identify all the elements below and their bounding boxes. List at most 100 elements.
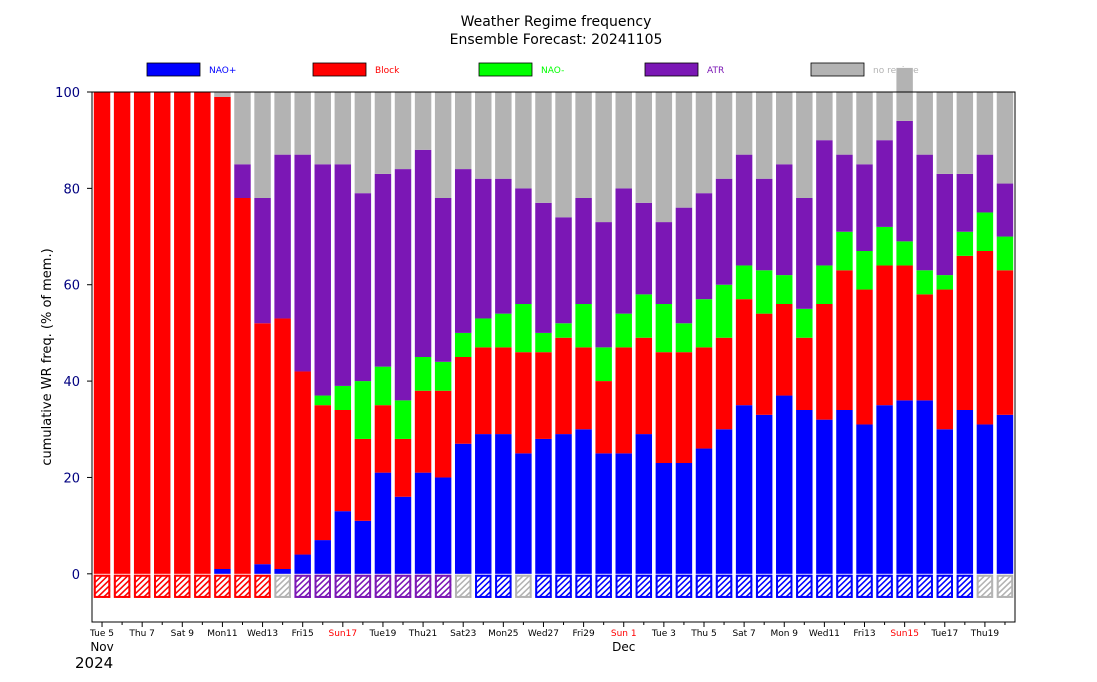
bar-nao-40 bbox=[896, 400, 913, 574]
legend-item-nao: NAO+ bbox=[146, 62, 236, 77]
bar-nao-28 bbox=[655, 463, 673, 574]
bar-nao-42 bbox=[936, 429, 953, 574]
x-tick-label-6: Mon11 bbox=[207, 629, 237, 639]
dominant-box-11 bbox=[314, 574, 331, 598]
bar-no-regime-20 bbox=[495, 92, 512, 179]
bar-block-0 bbox=[93, 92, 111, 574]
bar-block-19 bbox=[475, 347, 492, 435]
x-axis: Tue 5 Thu 7 Sat 9 Mon11 Wed13 Fri15 Sun17 Tue19… bbox=[75, 622, 1006, 672]
x-tick-label-8: Wed13 bbox=[247, 629, 278, 639]
dominant-box-25 bbox=[595, 574, 612, 598]
dominant-box-8 bbox=[254, 574, 271, 598]
bar-nao-18 bbox=[454, 332, 472, 357]
legend-item-no-regime: no regime bbox=[810, 62, 919, 77]
bar-atr-19 bbox=[475, 178, 492, 319]
bar-block-38 bbox=[856, 289, 873, 425]
dominant-box-26 bbox=[615, 574, 632, 598]
bar-nao-41 bbox=[916, 400, 933, 574]
legend-item-nao: NAO- bbox=[478, 62, 564, 77]
bar-atr-7 bbox=[234, 164, 251, 198]
bar-no-regime-39 bbox=[876, 92, 893, 141]
x-tick-label-44: Thu19 bbox=[970, 629, 1000, 639]
bar-nao-41 bbox=[916, 270, 933, 295]
bar-nao-17 bbox=[434, 361, 452, 391]
x-tick-label-18: Sat23 bbox=[450, 629, 476, 639]
bar-block-16 bbox=[414, 390, 432, 473]
dominant-box-22 bbox=[535, 574, 552, 598]
legend-label-nao: NAO- bbox=[541, 66, 564, 76]
bar-nao-23 bbox=[555, 323, 572, 338]
bar-no-regime-8 bbox=[254, 92, 271, 198]
dominant-box-2 bbox=[133, 574, 151, 598]
bar-block-7 bbox=[234, 198, 251, 574]
bar-atr-28 bbox=[655, 222, 673, 304]
legend-label-block: Block bbox=[375, 66, 400, 76]
bar-atr-35 bbox=[796, 198, 813, 309]
dominant-box-45 bbox=[996, 574, 1014, 598]
bar-nao-33 bbox=[755, 414, 773, 574]
dominant-box-33 bbox=[755, 574, 773, 598]
legend-label-no-regime: no regime bbox=[873, 66, 919, 76]
bar-no-regime-9 bbox=[274, 92, 291, 155]
bar-atr-39 bbox=[876, 140, 893, 227]
dominant-box-30 bbox=[695, 574, 713, 598]
dominant-box-36 bbox=[816, 574, 833, 598]
dominant-regime-row bbox=[93, 574, 1014, 598]
bar-nao-31 bbox=[715, 429, 733, 574]
legend-item-atr: ATR bbox=[644, 62, 724, 77]
bar-block-37 bbox=[836, 270, 853, 410]
dominant-box-7 bbox=[234, 574, 251, 598]
bar-no-regime-31 bbox=[715, 92, 733, 179]
bar-atr-26 bbox=[615, 188, 632, 314]
chart-title: Weather Regime frequency bbox=[461, 14, 652, 30]
bar-no-regime-29 bbox=[675, 92, 693, 208]
bar-nao-39 bbox=[876, 226, 893, 266]
bar-atr-15 bbox=[394, 169, 412, 401]
dominant-box-10 bbox=[294, 574, 311, 598]
bar-nao-31 bbox=[715, 284, 733, 338]
bar-no-regime-42 bbox=[936, 92, 953, 174]
bar-block-25 bbox=[595, 381, 612, 454]
bar-nao-35 bbox=[796, 308, 813, 338]
x-tick-label-20: Mon25 bbox=[488, 629, 518, 639]
x-tick-label-32: Sat 7 bbox=[732, 629, 755, 639]
bar-atr-27 bbox=[635, 202, 653, 295]
bar-block-40 bbox=[896, 265, 913, 401]
bar-nao-27 bbox=[635, 294, 653, 338]
bar-nao-24 bbox=[575, 304, 592, 348]
bar-no-regime-37 bbox=[836, 92, 853, 155]
bar-block-3 bbox=[154, 92, 171, 574]
bar-atr-42 bbox=[936, 173, 953, 276]
bar-no-regime-21 bbox=[515, 92, 532, 189]
x-tick-label-40: Sun15 bbox=[890, 629, 919, 639]
y-axis-label: cumulative WR freq. (% of mem.) bbox=[40, 248, 55, 465]
bar-no-regime-36 bbox=[816, 92, 833, 141]
bar-block-8 bbox=[254, 323, 271, 565]
x-tick-label-0: Tue 5 bbox=[89, 629, 114, 639]
dominant-box-39 bbox=[876, 574, 893, 598]
bar-no-regime-33 bbox=[755, 92, 773, 179]
dominant-box-19 bbox=[475, 574, 492, 598]
bar-nao-44 bbox=[976, 424, 994, 574]
bar-block-13 bbox=[354, 438, 372, 521]
bar-atr-33 bbox=[755, 178, 773, 271]
bar-no-regime-32 bbox=[735, 92, 753, 155]
bar-nao-16 bbox=[414, 357, 432, 391]
bar-nao-13 bbox=[354, 381, 372, 439]
dominant-box-23 bbox=[555, 574, 572, 598]
bar-nao-23 bbox=[555, 434, 572, 574]
bar-nao-24 bbox=[575, 429, 592, 574]
bar-nao-19 bbox=[475, 318, 492, 348]
bar-no-regime-35 bbox=[796, 92, 813, 198]
bar-no-regime-40 bbox=[896, 67, 913, 121]
bar-no-regime-22 bbox=[535, 92, 552, 203]
bar-block-36 bbox=[816, 304, 833, 420]
bar-block-43 bbox=[956, 255, 974, 410]
bar-nao-13 bbox=[354, 520, 372, 574]
legend-swatch-atr bbox=[644, 62, 699, 77]
plot-frame bbox=[91, 91, 1016, 623]
bar-atr-34 bbox=[776, 164, 793, 276]
bar-nao-10 bbox=[294, 554, 311, 574]
bar-no-regime-10 bbox=[294, 92, 311, 155]
bar-nao-36 bbox=[816, 265, 833, 304]
